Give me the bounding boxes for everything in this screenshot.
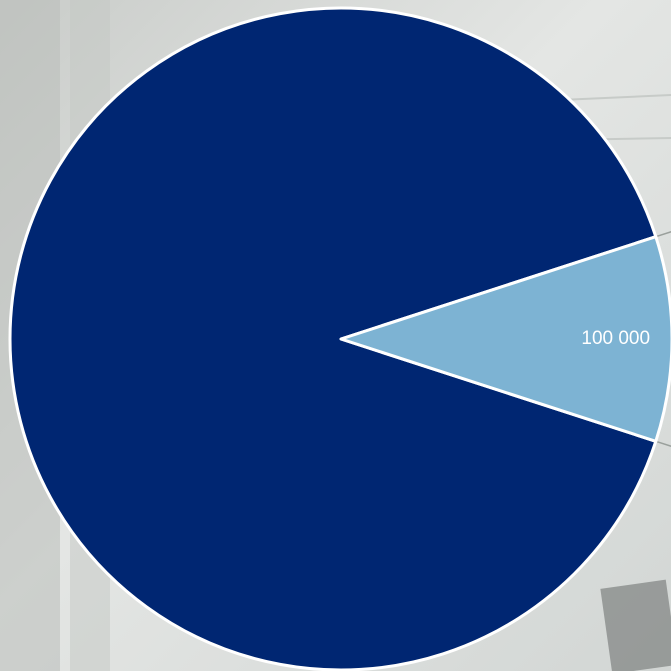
slice-data-label: 100 000 (581, 328, 650, 349)
leader-line (655, 440, 671, 448)
pie-slice-large (8, 6, 658, 671)
leader-line (655, 230, 671, 238)
pie-slice-small (339, 235, 671, 443)
